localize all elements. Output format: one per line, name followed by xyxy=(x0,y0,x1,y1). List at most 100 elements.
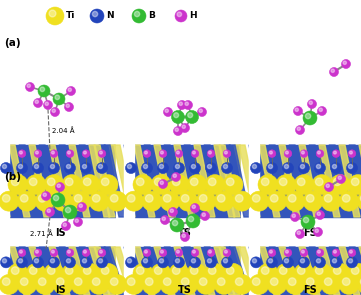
Polygon shape xyxy=(219,145,240,217)
Polygon shape xyxy=(129,247,150,295)
Circle shape xyxy=(89,274,109,294)
Circle shape xyxy=(27,84,30,87)
Circle shape xyxy=(0,191,19,211)
Circle shape xyxy=(207,150,215,158)
Circle shape xyxy=(62,175,82,195)
Circle shape xyxy=(297,231,300,235)
Circle shape xyxy=(145,278,153,286)
Circle shape xyxy=(127,259,131,263)
Circle shape xyxy=(157,257,169,268)
Circle shape xyxy=(35,274,55,294)
Circle shape xyxy=(316,249,324,257)
Circle shape xyxy=(127,164,131,168)
Circle shape xyxy=(66,249,74,257)
Circle shape xyxy=(197,107,206,117)
Circle shape xyxy=(191,259,196,263)
Circle shape xyxy=(179,102,182,105)
Circle shape xyxy=(348,150,356,158)
Circle shape xyxy=(301,215,315,229)
Circle shape xyxy=(52,151,55,154)
Polygon shape xyxy=(79,145,100,217)
Circle shape xyxy=(155,267,162,274)
Circle shape xyxy=(98,150,106,158)
Polygon shape xyxy=(94,145,115,217)
Circle shape xyxy=(142,191,162,211)
Circle shape xyxy=(43,193,47,196)
Circle shape xyxy=(332,164,336,168)
Circle shape xyxy=(46,7,64,25)
Circle shape xyxy=(301,151,304,154)
Circle shape xyxy=(3,278,10,286)
Circle shape xyxy=(161,250,164,253)
Circle shape xyxy=(79,204,82,207)
Circle shape xyxy=(284,150,292,158)
Circle shape xyxy=(205,257,217,268)
Polygon shape xyxy=(254,247,275,295)
Polygon shape xyxy=(224,145,245,217)
Circle shape xyxy=(98,164,103,168)
Circle shape xyxy=(286,250,288,253)
Circle shape xyxy=(53,93,65,105)
Circle shape xyxy=(96,163,108,173)
Polygon shape xyxy=(19,247,40,295)
Circle shape xyxy=(332,259,336,263)
Circle shape xyxy=(90,9,104,23)
Circle shape xyxy=(21,195,28,202)
Polygon shape xyxy=(134,247,155,295)
Circle shape xyxy=(205,163,217,173)
Circle shape xyxy=(100,250,103,253)
Circle shape xyxy=(21,278,28,286)
Polygon shape xyxy=(349,145,361,217)
Circle shape xyxy=(107,191,127,211)
Circle shape xyxy=(235,195,243,202)
Circle shape xyxy=(279,178,287,186)
Circle shape xyxy=(55,95,60,100)
Polygon shape xyxy=(239,247,260,295)
Circle shape xyxy=(348,164,353,168)
Circle shape xyxy=(316,211,325,219)
Circle shape xyxy=(316,267,323,274)
Circle shape xyxy=(336,175,345,183)
Circle shape xyxy=(35,151,38,154)
Circle shape xyxy=(158,179,168,189)
Text: (b): (b) xyxy=(4,172,21,182)
Circle shape xyxy=(35,250,38,253)
Polygon shape xyxy=(134,145,155,217)
Circle shape xyxy=(174,163,184,173)
Circle shape xyxy=(321,191,341,211)
Circle shape xyxy=(293,106,303,116)
Circle shape xyxy=(339,191,359,211)
Circle shape xyxy=(334,178,341,186)
Circle shape xyxy=(173,267,180,274)
Circle shape xyxy=(42,191,51,201)
Circle shape xyxy=(171,173,180,181)
Circle shape xyxy=(89,191,109,211)
Circle shape xyxy=(297,267,305,274)
Bar xyxy=(4,247,116,295)
Bar xyxy=(129,145,241,217)
Circle shape xyxy=(98,259,103,263)
Circle shape xyxy=(270,151,273,154)
Circle shape xyxy=(110,195,118,202)
Polygon shape xyxy=(289,145,310,217)
Text: 2.04 Å: 2.04 Å xyxy=(52,127,75,134)
Circle shape xyxy=(267,274,287,294)
Circle shape xyxy=(190,163,200,173)
Circle shape xyxy=(232,274,252,294)
Polygon shape xyxy=(184,247,205,295)
Circle shape xyxy=(214,274,234,294)
Circle shape xyxy=(332,249,340,257)
Circle shape xyxy=(330,263,350,283)
Circle shape xyxy=(296,230,304,238)
Bar xyxy=(0,242,9,295)
Polygon shape xyxy=(279,145,300,217)
Circle shape xyxy=(159,259,164,263)
Circle shape xyxy=(17,274,37,294)
Bar xyxy=(241,140,251,222)
Circle shape xyxy=(192,151,195,154)
Circle shape xyxy=(56,195,64,202)
Circle shape xyxy=(107,274,127,294)
Text: TS: TS xyxy=(178,228,192,238)
Polygon shape xyxy=(204,247,225,295)
Bar xyxy=(0,140,9,222)
